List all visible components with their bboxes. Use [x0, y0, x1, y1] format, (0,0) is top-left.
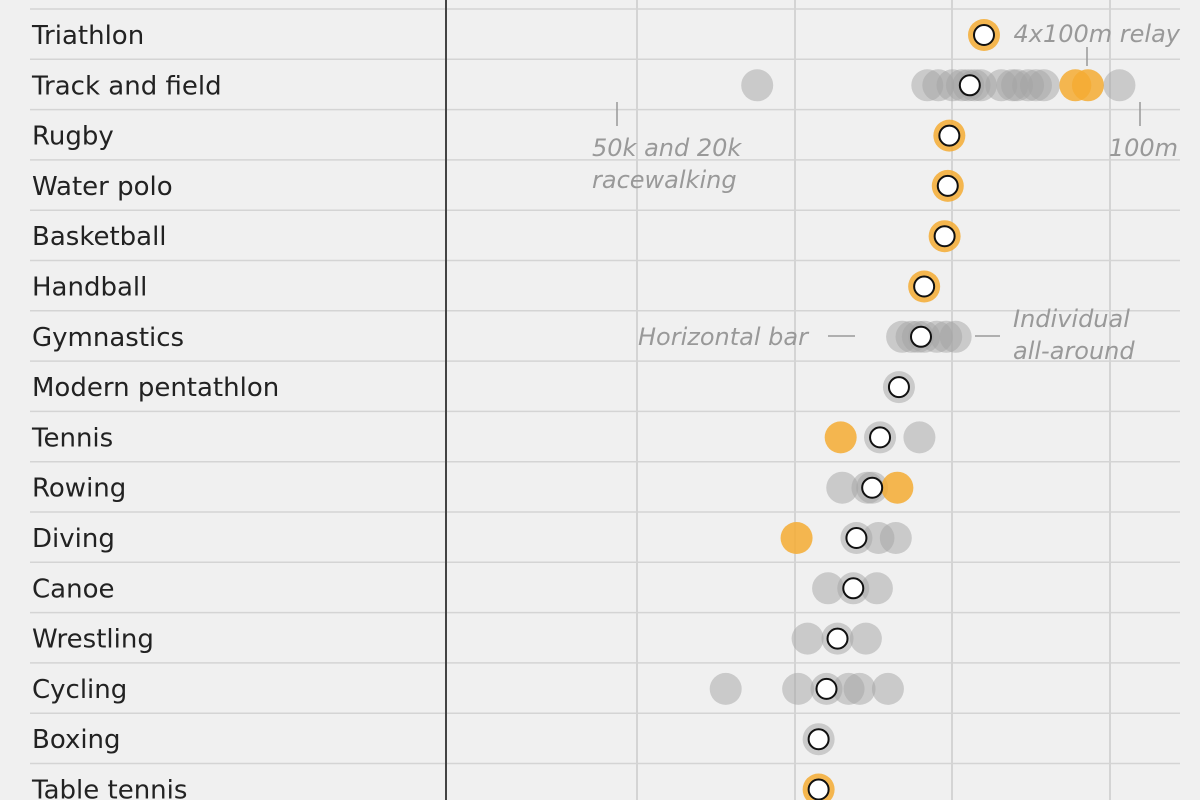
median-marker-rugby: [938, 124, 961, 147]
event-dot-track-and-field-1: [741, 69, 774, 102]
median-marker-diving: [845, 527, 868, 549]
sport-label-cycling: Cycling: [32, 675, 127, 705]
median-marker-gymnastics: [910, 325, 932, 348]
median-marker-track-and-field: [958, 74, 981, 97]
sport-label-handball: Handball: [32, 273, 147, 303]
median-marker-canoe: [842, 577, 865, 600]
annotation-leader-lines: [616, 47, 1141, 337]
event-dot-track-and-field-16: [1071, 69, 1104, 102]
event-dot-cycling-1: [709, 672, 742, 705]
sport-label-table-tennis: Table tennis: [31, 776, 187, 800]
annotation-all-around-2: all-around: [1013, 337, 1135, 365]
event-dot-canoe-3: [860, 572, 893, 605]
sport-label-canoe: Canoe: [32, 574, 114, 604]
sport-label-rowing: Rowing: [32, 474, 126, 504]
row-divider-lines: [30, 8, 1180, 765]
event-dot-wrestling-3: [849, 622, 882, 655]
event-dot-rowing-1: [826, 471, 859, 504]
event-dot-cycling-2: [782, 672, 815, 705]
event-dot-rowing-4: [881, 471, 914, 504]
median-marker-modern-pentathlon: [887, 376, 910, 399]
event-dot-wrestling-1: [791, 622, 824, 655]
sport-label-tennis: Tennis: [31, 423, 113, 453]
event-dot-track-and-field-17: [1103, 69, 1136, 102]
event-dot-tennis-1: [824, 421, 857, 454]
event-dot-diving-4: [879, 522, 912, 554]
median-marker-basketball: [933, 225, 956, 248]
sport-label-triathlon: Triathlon: [31, 21, 144, 51]
annotation-racewalking-2: racewalking: [592, 166, 737, 194]
sport-label-wrestling: Wrestling: [32, 625, 154, 655]
median-markers: [807, 24, 995, 800]
median-marker-rowing: [861, 476, 884, 499]
sport-label-boxing: Boxing: [32, 725, 121, 755]
median-marker-table-tennis: [807, 778, 830, 800]
sport-labels: Triathlon Track and field Rugby Water polo B…: [31, 21, 279, 800]
annotation-100m: 100m: [1109, 134, 1178, 162]
sport-label-basketball: Basketball: [32, 222, 167, 252]
event-dot-cycling-6: [871, 672, 904, 705]
event-dot-diving-1: [780, 522, 813, 554]
event-dots: [709, 19, 1136, 800]
median-marker-cycling: [815, 677, 838, 700]
event-dot-track-and-field-14: [1027, 69, 1060, 102]
grid-lines: [636, 0, 1111, 800]
event-dot-gymnastics-7: [939, 320, 972, 353]
sport-label-diving: Diving: [32, 524, 115, 554]
sport-label-track-and-field: Track and field: [31, 71, 222, 101]
annotations: 4x100m relay 50k and 20k racewalking 100…: [592, 20, 1181, 365]
event-dot-canoe-1: [812, 572, 845, 605]
annotation-racewalking-1: 50k and 20k: [592, 134, 742, 162]
median-marker-water-polo: [936, 174, 959, 197]
annotation-horizontal-bar: Horizontal bar: [638, 323, 810, 351]
median-marker-wrestling: [826, 627, 849, 650]
median-marker-handball: [913, 275, 936, 298]
median-marker-boxing: [807, 728, 830, 751]
annotation-all-around-1: Individual: [1013, 305, 1130, 333]
event-dot-tennis-3: [903, 421, 936, 454]
annotation-relay: 4x100m relay: [1014, 20, 1181, 48]
sport-label-rugby: Rugby: [32, 122, 114, 152]
sport-label-gymnastics: Gymnastics: [32, 323, 184, 353]
sport-label-water-polo: Water polo: [32, 172, 173, 202]
median-marker-tennis: [869, 426, 892, 449]
event-dot-cycling-5: [843, 672, 876, 705]
median-marker-triathlon: [973, 24, 995, 46]
sport-label-modern-pentathlon: Modern pentathlon: [32, 373, 279, 403]
